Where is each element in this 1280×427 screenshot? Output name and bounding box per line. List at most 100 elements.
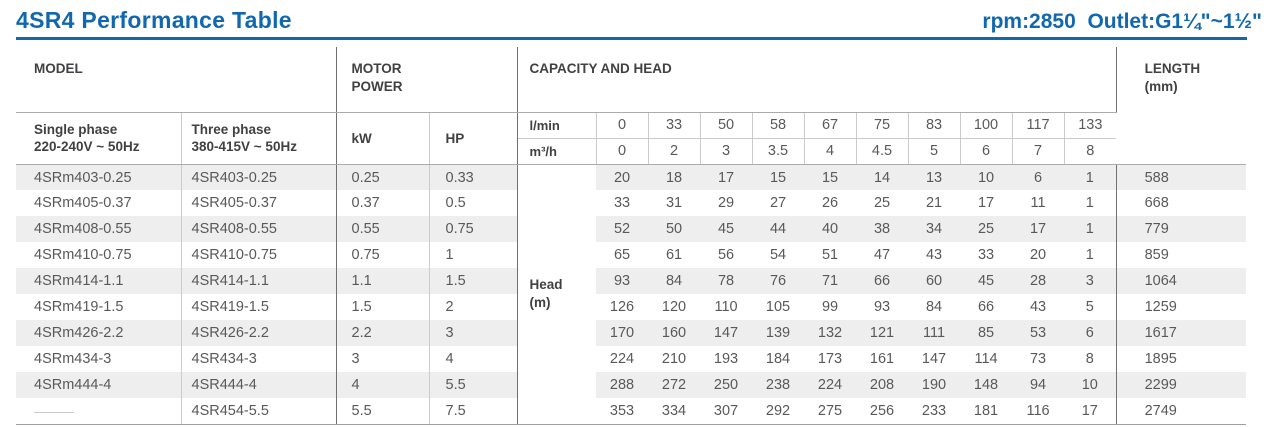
cell-head-value: 3 [1064, 268, 1117, 295]
cell-head-value: 224 [804, 372, 857, 399]
cell-hp: 1 [429, 242, 518, 269]
flow-lmin-value: 33 [647, 112, 701, 139]
three-phase-line2: 380-415V ~ 50Hz [191, 139, 297, 155]
cell-single-phase-model: 4SRm410-0.75 [16, 242, 182, 269]
cell-head-value: 15 [752, 164, 805, 191]
table-row: ——— 4SR454-5.5 5.5 7.5 353 334 307 292 275 256 233… [16, 398, 1247, 425]
cell-head-value: 181 [960, 398, 1013, 425]
cell-head-value: 233 [908, 398, 961, 425]
cell-head-value: 28 [1012, 268, 1065, 295]
model-section-header: MODEL [16, 47, 337, 113]
cell-length: 1064 [1115, 268, 1247, 295]
cell-head-value: 25 [873, 195, 891, 212]
cell-head-value: 45 [700, 216, 753, 243]
cell-head-value: 210 [661, 351, 687, 368]
three-phase-header: Three phase 380-415V ~ 50Hz [181, 112, 337, 165]
cell-three-phase-model: 4SR434-3 [181, 346, 337, 373]
cell-head-value: 29 [717, 195, 735, 212]
cell-head-value: 61 [665, 247, 683, 264]
cell-head-value: 31 [665, 195, 683, 212]
cell-single-phase-model: 4SRm434-3 [16, 346, 182, 373]
cell-head-value: 208 [856, 372, 909, 399]
cell-head-value: 65 [613, 247, 631, 264]
cell-head-value: 33 [977, 247, 995, 264]
cell-head-value: 1 [1085, 195, 1094, 212]
cell-head-value: 292 [752, 398, 805, 425]
cell-kw: 1.1 [336, 268, 430, 295]
flow-row-lmin: Single phase 220-240V ~ 50Hz Three phase… [16, 112, 1246, 165]
cell-head-value: 50 [648, 216, 701, 243]
table-row: 4SRm405-0.37 4SR405-0.37 0.37 0.5 33 31 29 27 26… [16, 190, 1247, 217]
cell-kw: 0.75 [336, 242, 430, 269]
cell-three-phase-model: 4SR405-0.37 [181, 190, 337, 217]
flow-m3h-value: 3 [699, 138, 753, 165]
cell-head-value: 15 [804, 164, 857, 191]
cell-head-value: 66 [856, 268, 909, 295]
table-row: 4SRm426-2.2 4SR426-2.2 2.2 3 170 160 147 139 132… [16, 320, 1247, 347]
head-m-label: Head (m) [517, 164, 597, 425]
cell-single-phase-model: 4SRm405-0.37 [16, 190, 182, 217]
cell-hp: 5.5 [429, 372, 518, 399]
cell-head-value: 84 [925, 299, 943, 316]
flow-m3h-value: 6 [959, 138, 1013, 165]
cell-head-value: 33 [613, 195, 631, 212]
performance-table: MODEL MOTOR POWER CAPACITY AND HEAD LENG… [16, 47, 1247, 425]
section-header-row: MODEL MOTOR POWER CAPACITY AND HEAD LENG… [16, 47, 1247, 165]
cell-head-value: 94 [1012, 372, 1065, 399]
cell-head-value: 120 [661, 299, 687, 316]
cell-head-value: 66 [977, 299, 995, 316]
table-row: 4SRm403-0.25 4SR403-0.25 0.25 0.33 Head (m) 20… [16, 164, 1247, 425]
cell-head-value: 5 [1085, 299, 1094, 316]
cell-head-value: 76 [752, 268, 805, 295]
cell-head-value: 275 [804, 398, 857, 425]
title-bar: 4SR4 Performance Table rpm:2850 Outlet:G… [0, 0, 1280, 33]
cell-head-value: 132 [804, 320, 857, 347]
cell-three-phase-model: 4SR414-1.1 [181, 268, 337, 295]
cell-head-value: 13 [908, 164, 961, 191]
cell-head-value: 38 [856, 216, 909, 243]
cell-head-value: 224 [609, 351, 635, 368]
cell-head-value: 114 [974, 351, 998, 368]
cell-single-phase-model: ——— [16, 398, 182, 425]
spec-text-rpm-outlet: rpm:2850 Outlet:G1¼"~1½" [982, 10, 1262, 34]
cell-head-value: 111 [908, 320, 961, 347]
cell-head-value: 53 [1012, 320, 1065, 347]
flow-lmin-value: 67 [803, 112, 857, 139]
cell-head-value: 34 [908, 216, 961, 243]
cell-head-value: 256 [856, 398, 909, 425]
cell-length: 588 [1115, 164, 1247, 191]
cell-head-value: 110 [714, 299, 738, 316]
flow-m3h-value: 0 [595, 138, 649, 165]
motor-power-line2: POWER [351, 79, 403, 95]
cell-head-value: 238 [752, 372, 805, 399]
cell-head-value: 40 [804, 216, 857, 243]
cell-head-value: 25 [960, 216, 1013, 243]
cell-head-value: 6 [1012, 164, 1065, 191]
cell-head-value: 105 [765, 299, 791, 316]
cell-head-value: 27 [769, 195, 787, 212]
cell-single-phase-model: 4SRm444-4 [16, 372, 182, 399]
cell-head-value: 56 [717, 247, 735, 264]
cell-head-value: 10 [1064, 372, 1117, 399]
cell-head-value: 1 [1085, 247, 1094, 264]
cell-kw: 0.37 [336, 190, 430, 217]
cell-head-value: 60 [908, 268, 961, 295]
cell-length: 859 [1115, 242, 1247, 269]
head-label-line1: Head [529, 277, 563, 293]
table-body: 4SRm403-0.25 4SR403-0.25 0.25 0.33 Head (m) 20… [16, 164, 1247, 425]
flow-lmin-label: l/min [517, 112, 597, 139]
flow-lmin-value: 100 [959, 112, 1013, 139]
cell-head-value: 334 [648, 398, 701, 425]
cell-head-value: 11 [1030, 195, 1046, 212]
flow-lmin-value: 83 [907, 112, 961, 139]
cell-head-value: 18 [648, 164, 701, 191]
flow-lmin-value: 50 [699, 112, 753, 139]
cell-hp: 0.75 [429, 216, 518, 243]
flow-lmin-value: 117 [1011, 112, 1065, 139]
flow-lmin-value: 0 [595, 112, 649, 139]
cell-three-phase-model: 4SR410-0.75 [181, 242, 337, 269]
cell-head-value: 173 [817, 351, 843, 368]
flow-lmin-value: 75 [855, 112, 909, 139]
cell-head-value: 170 [596, 320, 649, 347]
table-row: 4SRm434-3 4SR434-3 3 4 224 210 193 184 173 161 147… [16, 346, 1247, 373]
